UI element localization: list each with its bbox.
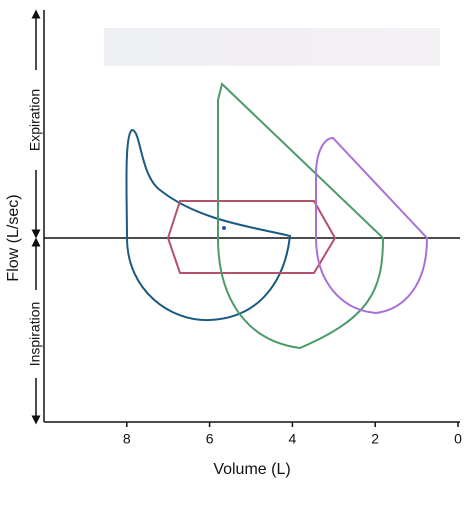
inspiration-label: Inspiration: [27, 302, 43, 367]
x-tick-label: 4: [289, 431, 297, 447]
loop: [217, 82, 385, 350]
dot: [222, 226, 226, 230]
redacted-area: [104, 28, 440, 66]
y-axis-label: Flow (L/sec): [5, 194, 22, 281]
x-tick-label: 8: [123, 431, 131, 447]
x-tick-label: 6: [206, 431, 214, 447]
expiration-label: Expiration: [27, 89, 43, 151]
loop: [315, 136, 429, 315]
loop: [125, 128, 292, 322]
x-tick-label: 2: [371, 431, 379, 447]
x-axis-label: Volume (L): [213, 461, 290, 478]
loop: [166, 200, 337, 274]
x-tick-label: 0: [454, 431, 462, 447]
